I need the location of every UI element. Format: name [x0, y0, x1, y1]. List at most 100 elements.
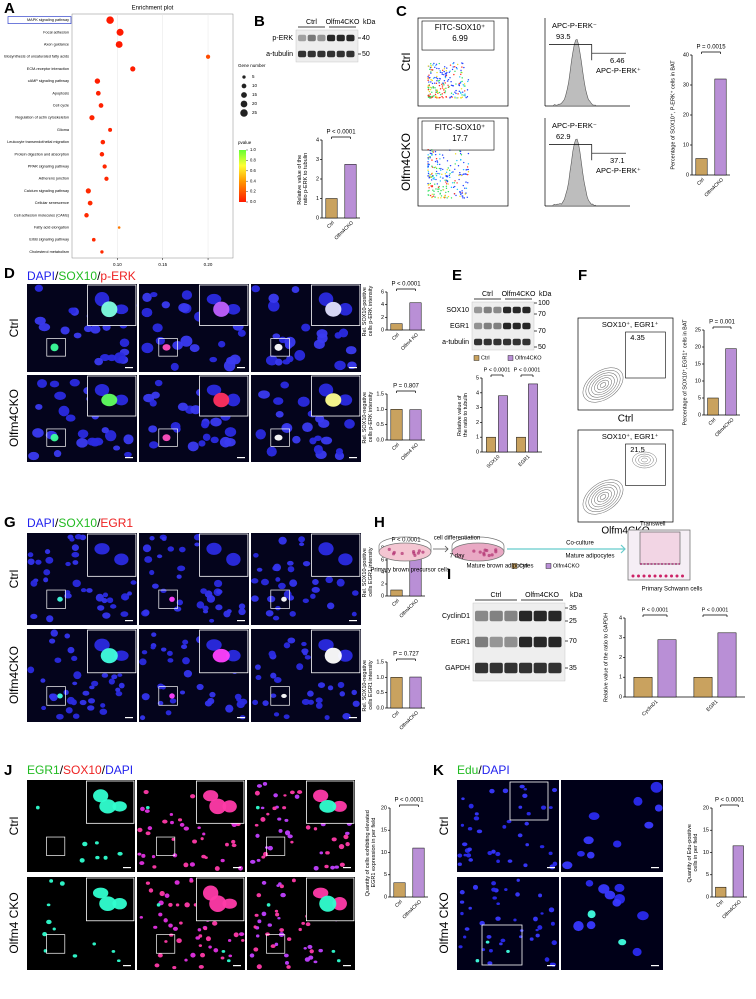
contour — [588, 372, 618, 398]
cell — [238, 603, 246, 610]
blot-band — [483, 322, 492, 330]
cell — [298, 536, 305, 543]
cell — [35, 805, 40, 810]
cell — [490, 553, 494, 557]
cell — [277, 917, 281, 920]
flow-event — [462, 168, 465, 171]
cell — [281, 596, 287, 602]
flow-event — [439, 163, 441, 166]
cell — [149, 535, 155, 541]
flow-event — [446, 168, 449, 171]
cell — [266, 903, 271, 907]
cell — [468, 803, 474, 809]
cell — [42, 932, 48, 937]
cell — [337, 681, 345, 689]
bar — [695, 158, 708, 176]
cell — [183, 862, 189, 868]
cell — [412, 551, 416, 555]
flow-event — [442, 168, 444, 171]
micrograph — [457, 877, 559, 970]
cell — [94, 638, 110, 652]
flow-event — [449, 64, 452, 66]
blot-band — [336, 34, 345, 42]
flow-plot — [417, 117, 509, 207]
flow-event — [452, 62, 454, 65]
cell — [276, 884, 280, 887]
gate-label: FITC-SOX10⁺ — [435, 123, 485, 132]
cell — [153, 925, 158, 929]
flow-event — [462, 197, 464, 199]
cell — [265, 610, 274, 617]
cell — [256, 893, 262, 898]
roi-box — [270, 686, 290, 706]
flow-event — [443, 79, 446, 82]
cell — [183, 826, 189, 831]
cell — [141, 650, 148, 655]
cell — [71, 655, 78, 662]
cell — [280, 381, 289, 389]
cell — [169, 813, 174, 816]
cell — [472, 549, 476, 553]
flow-event — [427, 86, 429, 89]
cell — [49, 638, 56, 644]
flow-event — [438, 67, 440, 70]
flow-event — [439, 78, 441, 80]
text-line: Rel. SOX10-positive — [362, 285, 368, 336]
blot-band — [475, 636, 489, 648]
dot — [115, 41, 123, 48]
blot-band — [336, 50, 345, 58]
cell — [187, 441, 199, 452]
cell — [110, 604, 117, 609]
marker-label: 35 — [569, 665, 577, 672]
scale-bar — [125, 717, 133, 719]
cell — [52, 927, 56, 931]
flow-event — [427, 184, 430, 186]
flow-event — [445, 179, 448, 181]
cell — [257, 919, 262, 924]
cell — [99, 896, 117, 911]
cell — [168, 902, 173, 907]
cell — [241, 939, 245, 942]
contour — [597, 491, 609, 503]
cell — [46, 903, 51, 907]
scale-bar — [125, 367, 133, 369]
cell — [502, 825, 507, 829]
flow-event — [444, 75, 447, 78]
cell — [65, 414, 76, 422]
cell — [204, 856, 208, 860]
cell — [101, 427, 109, 434]
flow-event — [446, 160, 449, 162]
flow-event — [429, 68, 431, 71]
cell — [213, 392, 230, 408]
diagram-label: Co-culture — [566, 541, 594, 547]
flow-event — [432, 86, 434, 88]
y-tick-label: 0 — [476, 449, 479, 455]
cell — [548, 907, 555, 913]
cell — [154, 379, 163, 387]
cell — [99, 799, 117, 814]
flow-event — [467, 163, 470, 165]
contour — [638, 455, 651, 465]
cell — [204, 700, 213, 707]
pathway-label: Apoptosis — [52, 91, 69, 95]
cell — [113, 445, 121, 451]
cell — [459, 900, 465, 904]
cell — [228, 954, 233, 958]
flow-event — [428, 81, 430, 83]
flow-event — [432, 151, 435, 153]
cell — [282, 806, 287, 810]
flow-event — [427, 161, 429, 163]
cell — [332, 896, 347, 911]
cell — [208, 945, 212, 949]
flow-event — [427, 194, 429, 196]
cell — [324, 647, 342, 664]
blot-band — [504, 662, 518, 674]
cell — [335, 448, 343, 455]
cell — [492, 896, 497, 900]
cell — [161, 536, 167, 541]
cell — [274, 434, 283, 441]
cell — [250, 859, 256, 864]
cell — [287, 637, 296, 644]
dot — [95, 90, 101, 96]
dot — [84, 213, 89, 218]
